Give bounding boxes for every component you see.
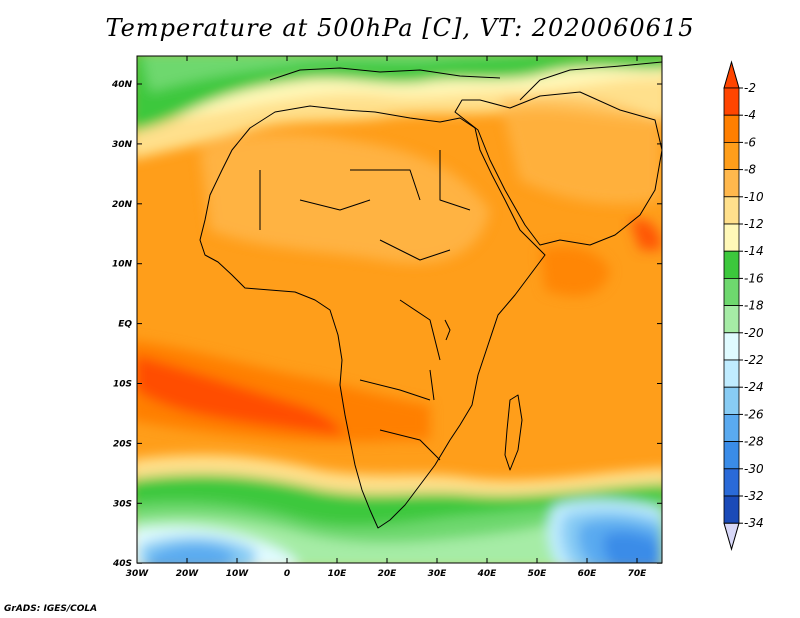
colorbar-label: -22 xyxy=(744,353,764,367)
longitude-labels: 30W 20W 10W 0 10E 20E 30E 40E 50E 60E 70E xyxy=(126,56,647,579)
colorbar-segment xyxy=(723,114,740,143)
longitude-label: 30W xyxy=(126,569,150,579)
colorbar-label: -16 xyxy=(744,271,764,285)
colorbar-label: -24 xyxy=(744,380,764,394)
latitude-label: 30N xyxy=(112,140,133,150)
colorbar-segment xyxy=(723,495,740,524)
latitude-label: 40N xyxy=(111,80,133,90)
colorbar: -2 -4 -6 -8 -10 -12 -14 -16 -18 -20 -22 -24 -26 -28 -3… xyxy=(723,60,764,552)
longitude-label: 0 xyxy=(284,569,290,579)
colorbar-label: -12 xyxy=(744,217,764,231)
map-title: Temperature at 500hPa [C], VT: 202006061… xyxy=(105,14,695,42)
colorbar-label: -14 xyxy=(744,244,764,258)
colorbar-label: -6 xyxy=(744,135,756,149)
colorbar-segment xyxy=(723,386,740,415)
colorbar-top-arrow xyxy=(723,60,740,89)
latitude-label: 10N xyxy=(112,260,133,270)
colorbar-segment xyxy=(723,169,740,198)
colorbar-label: -26 xyxy=(744,407,764,421)
longitude-label: 10E xyxy=(328,569,348,579)
colorbar-segment xyxy=(723,87,740,116)
colorbar-segment xyxy=(723,277,740,306)
longitude-label: 20E xyxy=(378,569,398,579)
colorbar-segment xyxy=(723,441,740,470)
colorbar-segment xyxy=(723,223,740,252)
colorbar-label: -30 xyxy=(744,462,764,476)
longitude-label: 40E xyxy=(477,569,498,579)
coastlines xyxy=(199,61,662,529)
colorbar-label: -10 xyxy=(744,190,764,204)
longitude-label: 50E xyxy=(528,569,548,579)
colorbar-label: -8 xyxy=(744,163,756,177)
colorbar-segment xyxy=(723,141,740,170)
longitude-label: 30E xyxy=(428,569,448,579)
longitude-label: 70E xyxy=(628,569,648,579)
latitude-label: 10S xyxy=(113,380,132,390)
longitude-label: 60E xyxy=(578,569,598,579)
temperature-field xyxy=(137,56,662,563)
longitude-label: 10W xyxy=(226,569,250,579)
grads-credit: GrADS: IGES/COLA xyxy=(4,604,98,614)
colorbar-label: -18 xyxy=(744,299,764,313)
latitude-label: 20S xyxy=(113,439,132,449)
colorbar-segment xyxy=(723,196,740,225)
colorbar-segment xyxy=(723,413,740,442)
colorbar-label: -2 xyxy=(744,81,756,95)
colorbar-label: -32 xyxy=(744,489,764,503)
colorbar-label: -4 xyxy=(744,108,756,122)
colorbar-segment xyxy=(723,359,740,388)
latitude-labels: 40N 30N 20N 10N EQ 10S 20S 30S 40S xyxy=(111,80,662,569)
colorbar-bottom-arrow xyxy=(723,522,740,552)
colorbar-label: -20 xyxy=(744,326,764,340)
latitude-label: 30S xyxy=(113,499,132,509)
latitude-label: 40S xyxy=(112,559,132,569)
colorbar-segment xyxy=(723,250,740,279)
colorbar-segment xyxy=(723,305,740,334)
map-frame xyxy=(136,55,663,564)
longitude-label: 20W xyxy=(176,569,200,579)
latitude-label: EQ xyxy=(118,320,132,330)
colorbar-label: -28 xyxy=(744,435,764,449)
latitude-label: 20N xyxy=(112,200,133,210)
colorbar-segment xyxy=(723,332,740,361)
colorbar-label: -34 xyxy=(744,516,764,530)
colorbar-segment xyxy=(723,468,740,497)
